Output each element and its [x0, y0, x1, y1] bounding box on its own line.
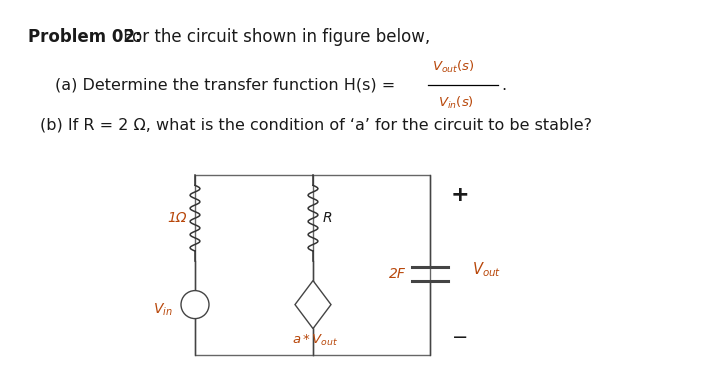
Text: $V_{out}$: $V_{out}$	[472, 261, 501, 279]
Text: +: +	[190, 296, 199, 306]
Text: For the circuit shown in figure below,: For the circuit shown in figure below,	[118, 28, 431, 46]
Text: +: +	[308, 292, 317, 302]
Text: .: .	[501, 78, 506, 92]
Polygon shape	[295, 280, 331, 329]
Text: (a) Determine the transfer function H(s) =: (a) Determine the transfer function H(s)…	[55, 78, 400, 92]
Text: −: −	[452, 328, 468, 347]
Text: $V_{out}(s)$: $V_{out}(s)$	[432, 59, 474, 75]
Circle shape	[181, 290, 209, 319]
Text: (b) If R = 2 Ω, what is the condition of ‘a’ for the circuit to be stable?: (b) If R = 2 Ω, what is the condition of…	[40, 118, 592, 133]
Text: R: R	[323, 211, 332, 225]
Text: $a*V_{out}$: $a*V_{out}$	[292, 332, 338, 348]
Text: +: +	[450, 185, 469, 205]
Text: 1Ω: 1Ω	[168, 211, 187, 225]
Text: $V_{in}(s)$: $V_{in}(s)$	[438, 95, 474, 111]
Text: 2F: 2F	[389, 267, 406, 281]
Text: Problem 02:: Problem 02:	[28, 28, 141, 46]
Text: $V_{in}$: $V_{in}$	[153, 301, 173, 318]
